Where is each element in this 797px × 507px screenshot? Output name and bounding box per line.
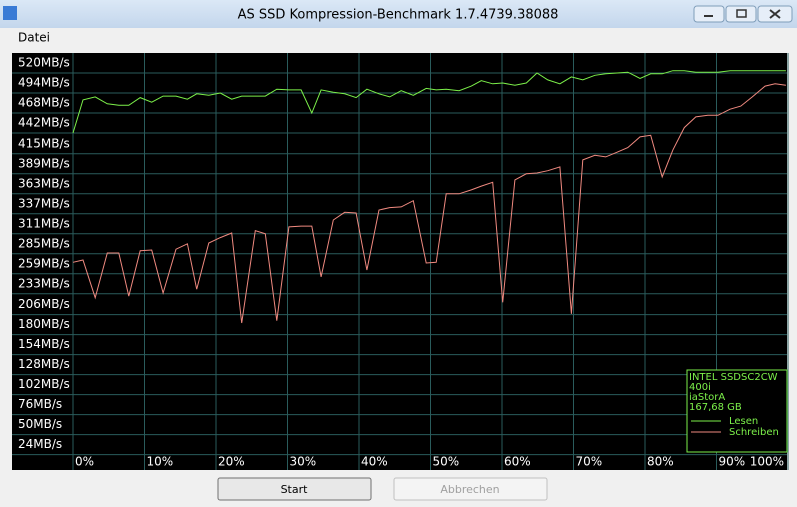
x-tick-label: 20% bbox=[218, 455, 245, 469]
menu-item[interactable]: Datei bbox=[18, 31, 50, 45]
cancel-button bbox=[393, 477, 548, 501]
cancel-label: Abbrechen bbox=[440, 483, 499, 496]
y-tick-label: 494MB/s bbox=[18, 76, 70, 90]
y-tick-label: 50MB/s bbox=[18, 417, 62, 431]
device-info: 167,68 GB bbox=[689, 402, 742, 413]
x-tick-label: 70% bbox=[576, 455, 603, 469]
y-tick-label: 389MB/s bbox=[18, 156, 70, 170]
y-tick-label: 442MB/s bbox=[18, 116, 70, 130]
device-info: 400i bbox=[689, 382, 711, 393]
y-tick-label: 415MB/s bbox=[18, 136, 70, 150]
app-icon bbox=[3, 6, 17, 20]
x-tick-label: 100% bbox=[750, 455, 784, 469]
x-tick-label: 90% bbox=[719, 455, 746, 469]
y-tick-label: 180MB/s bbox=[18, 317, 70, 331]
start-label: Start bbox=[281, 483, 309, 496]
y-tick-label: 233MB/s bbox=[18, 276, 70, 290]
x-tick-label: 0% bbox=[75, 455, 94, 469]
chart: 24MB/s 50MB/s 76MB/s 102MB/s 128MB/s 154MB/s 1… bbox=[12, 53, 789, 470]
x-tick-label: 80% bbox=[647, 455, 674, 469]
y-tick-label: 337MB/s bbox=[18, 196, 70, 210]
x-tick-label: 30% bbox=[290, 455, 317, 469]
minimize-button[interactable] bbox=[693, 5, 725, 23]
maximize-button[interactable] bbox=[725, 5, 757, 23]
x-tick-label: 40% bbox=[361, 455, 388, 469]
start-button[interactable] bbox=[217, 477, 372, 501]
y-tick-label: 206MB/s bbox=[18, 297, 70, 311]
legend-label: Schreiben bbox=[729, 427, 779, 438]
series-line bbox=[72, 70, 786, 134]
y-tick-label: 311MB/s bbox=[18, 216, 70, 230]
y-tick-label: 76MB/s bbox=[18, 397, 62, 411]
x-tick-label: 50% bbox=[433, 455, 460, 469]
y-tick-label: 259MB/s bbox=[18, 256, 70, 270]
window-title: AS SSD Kompression-Benchmark 1.7.4739.38… bbox=[238, 8, 559, 23]
x-tick-label: 10% bbox=[147, 455, 174, 469]
legend-label: Lesen bbox=[729, 416, 758, 427]
maximize-icon bbox=[736, 9, 747, 18]
device-info: iaStorA bbox=[689, 392, 725, 403]
y-tick-label: 468MB/s bbox=[18, 96, 70, 110]
y-tick-label: 128MB/s bbox=[18, 357, 70, 371]
device-info: INTEL SSDSC2CW bbox=[689, 372, 778, 383]
close-icon bbox=[769, 9, 781, 19]
title-bar bbox=[0, 0, 797, 28]
legend-box bbox=[686, 369, 788, 453]
y-tick-label: 102MB/s bbox=[18, 377, 70, 391]
y-tick-label: 24MB/s bbox=[18, 437, 62, 451]
y-tick-label: 285MB/s bbox=[18, 236, 70, 250]
series-line bbox=[72, 83, 786, 324]
plot-area bbox=[12, 53, 787, 470]
y-tick-label: 363MB/s bbox=[18, 176, 70, 190]
y-tick-label: 154MB/s bbox=[18, 337, 70, 351]
x-tick-label: 60% bbox=[504, 455, 531, 469]
y-tick-label: 520MB/s bbox=[18, 56, 70, 70]
